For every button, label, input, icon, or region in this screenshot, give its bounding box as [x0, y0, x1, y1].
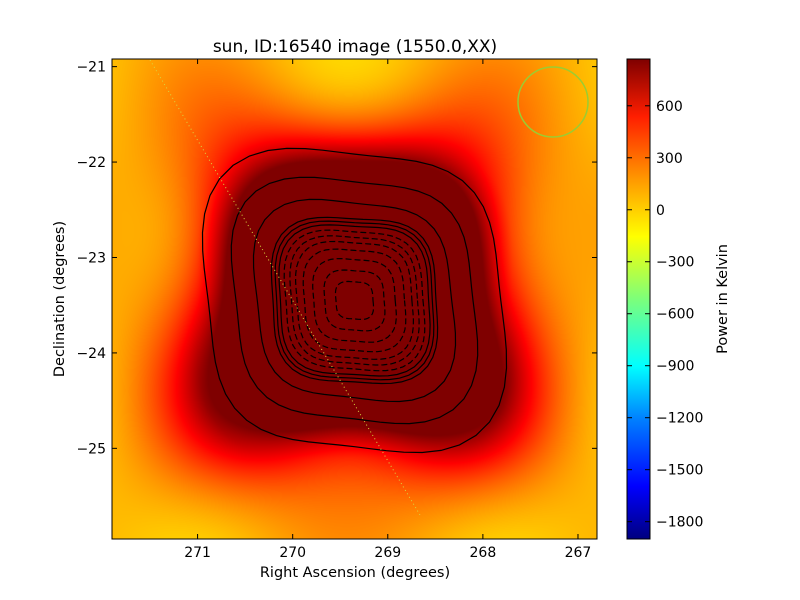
colorbar-ticks: 600 300 0 −300 −600 −900 −1200 −1500 −1800 [627, 99, 703, 531]
contour-positive [278, 224, 431, 377]
colorbar: 600 300 0 −300 −600 −900 −1200 −1500 −1800 Power… [626, 58, 731, 540]
contour-negative [312, 257, 397, 343]
contour-negative [283, 229, 426, 372]
contour-negative [334, 280, 375, 320]
colorbar-label: Power in Kelvin [715, 244, 731, 354]
colorbar-tick-label: −1500 [656, 463, 703, 479]
heatmap-area [111, 58, 598, 540]
colorbar-tick-label: −1200 [656, 411, 703, 427]
x-axis: 271 270 269 268 267 [184, 59, 591, 561]
x-tick-label: 270 [279, 545, 306, 561]
colorbar-tick-label: 0 [656, 203, 665, 219]
contour-positive [274, 220, 435, 381]
x-tick-label: 271 [184, 545, 211, 561]
heatmap-image [112, 59, 597, 539]
colorbar-tick-label: 300 [656, 151, 683, 167]
chart-title: sun, ID:16540 image (1550.0,XX) [213, 37, 497, 57]
y-tick-label: −21 [76, 60, 106, 76]
contour-positive [230, 176, 479, 425]
y-tick-label: −23 [76, 250, 106, 266]
beam-circle [517, 66, 589, 138]
y-tick-label: −22 [76, 155, 106, 171]
y-tick-label: −24 [76, 346, 106, 362]
colorbar-tick-label: −300 [656, 255, 694, 271]
contour-negative [323, 269, 386, 332]
contour-positive [201, 147, 508, 454]
contour-negative [294, 240, 415, 360]
contour-positive [270, 216, 439, 385]
x-axis-label: Right Ascension (degrees) [260, 565, 450, 581]
colorbar-tick-label: −900 [656, 359, 694, 375]
contour-negative [289, 235, 420, 366]
x-tick-label: 269 [374, 545, 401, 561]
colorbar-tick-label: −600 [656, 307, 694, 323]
contour-positive [252, 198, 457, 403]
sun-path-dotted-line [149, 59, 421, 516]
contour-lines [201, 147, 508, 454]
x-tick-label: 268 [470, 545, 497, 561]
colorbar-tick-label: 600 [656, 99, 683, 115]
y-axis-label: Declination (degrees) [52, 221, 68, 377]
contour-negative [302, 248, 407, 353]
colorbar-gradient [626, 58, 651, 540]
x-tick-label: 267 [565, 545, 592, 561]
y-axis: −21 −22 −23 −24 −25 [76, 60, 597, 457]
plot-frame [111, 58, 598, 540]
colorbar-tick-label: −1800 [656, 515, 703, 531]
y-tick-label: −25 [76, 441, 106, 457]
